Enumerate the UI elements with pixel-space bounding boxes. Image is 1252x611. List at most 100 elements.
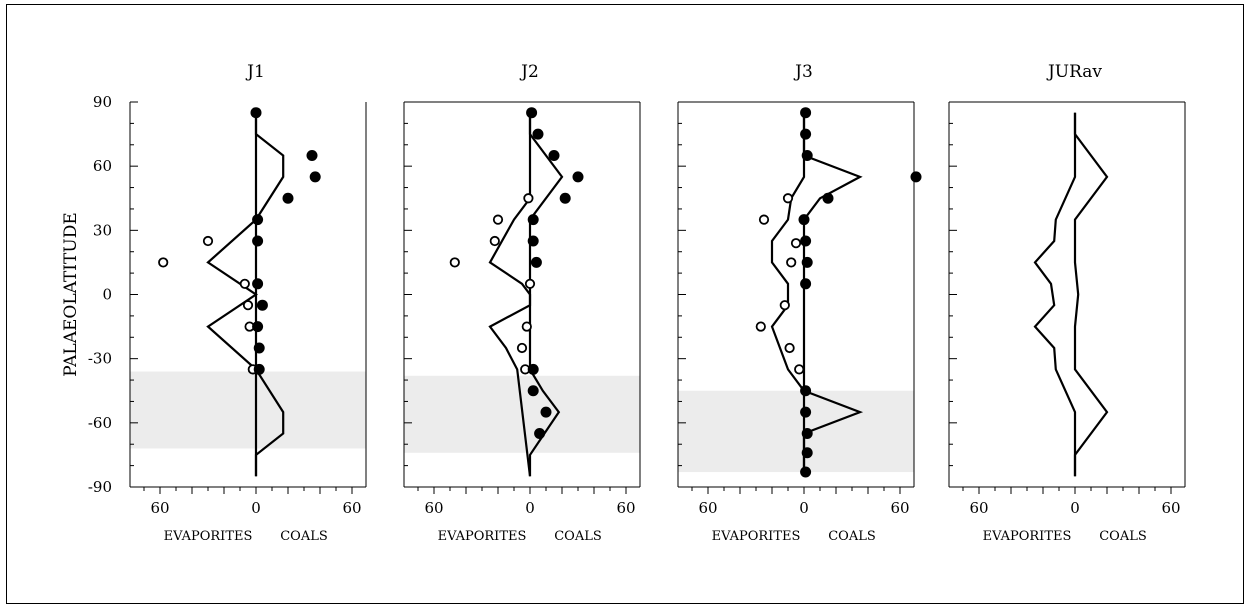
panel-title: J2	[519, 62, 539, 82]
evaporites-caption: EVAPORITES	[983, 529, 1072, 544]
coal-point	[800, 107, 812, 119]
coals-caption: COALS	[1099, 529, 1147, 544]
coal-point	[253, 342, 265, 354]
coal-point	[800, 235, 812, 247]
coal-point	[801, 428, 813, 440]
evaporite-point	[524, 278, 536, 289]
x-tick-label: 60	[698, 499, 717, 517]
panel-j1: 60 0 60 EVAPORITES COALS J1	[129, 62, 367, 544]
coal-point	[306, 149, 318, 161]
x-tick-label: 60	[969, 499, 988, 517]
x-tick-label: 60	[424, 499, 443, 517]
coal-point	[527, 214, 539, 226]
coal-point	[801, 149, 813, 161]
evaporite-point	[489, 235, 500, 247]
panel-j2: 60 0 60 EVAPORITES COALS J2	[403, 62, 641, 544]
coal-point	[800, 128, 812, 140]
evaporite-curve	[1033, 112, 1077, 477]
x-tick-label: 0	[799, 499, 809, 517]
evaporite-point	[449, 257, 460, 268]
coal-point	[252, 321, 264, 333]
coals-caption: COALS	[828, 529, 876, 544]
y-tick-label: -30	[88, 350, 112, 368]
coal-point	[822, 192, 834, 204]
evaporite-point	[523, 193, 534, 204]
evaporite-point	[790, 238, 802, 249]
evaporite-point	[242, 300, 254, 311]
x-tick-label: 60	[150, 499, 169, 517]
coal-point	[540, 406, 552, 418]
evaporite-point	[758, 214, 770, 225]
coal-point	[527, 363, 539, 375]
y-axis-label: PALAEOLATITUDE	[61, 212, 81, 376]
x-tick-label: 0	[251, 499, 261, 517]
shaded-band	[130, 371, 366, 449]
panel-title: J1	[245, 62, 265, 82]
coal-point	[527, 385, 539, 397]
evaporite-point	[794, 364, 805, 375]
x-tick-label: 0	[525, 499, 535, 517]
evaporite-point	[202, 235, 214, 247]
coal-curve	[528, 112, 564, 477]
evaporite-point	[786, 257, 797, 268]
coal-point	[572, 171, 584, 183]
evaporites-caption: EVAPORITES	[438, 529, 527, 544]
coal-point	[800, 385, 812, 397]
coals-caption: COALS	[280, 529, 328, 544]
evaporite-point	[755, 321, 766, 332]
evaporite-point	[784, 342, 795, 354]
coal-curve	[802, 112, 864, 477]
evaporites-caption: EVAPORITES	[164, 529, 253, 544]
coal-point	[559, 192, 571, 204]
shaded-band	[678, 390, 914, 473]
coal-point	[800, 466, 812, 478]
y-tick-label: 0	[102, 286, 112, 304]
evaporite-point	[239, 278, 250, 289]
coal-point	[532, 128, 544, 140]
coal-point	[800, 406, 812, 418]
coal-point	[530, 256, 542, 268]
coal-point	[534, 428, 546, 440]
evaporite-point	[521, 321, 532, 332]
x-tick-label: 60	[342, 499, 361, 517]
evaporites-caption: EVAPORITES	[712, 529, 801, 544]
evaporite-point	[158, 257, 169, 268]
coal-point	[910, 171, 922, 183]
panel-title: J3	[793, 62, 813, 82]
coal-point	[801, 256, 813, 268]
coal-point	[548, 149, 560, 161]
coal-point	[252, 214, 264, 226]
coal-point	[253, 363, 265, 375]
x-tick-label: 60	[1161, 499, 1180, 517]
coal-point	[527, 235, 539, 247]
y-tick-label: -60	[88, 414, 112, 432]
panel-j3: 60 0 60 EVAPORITES COALS J3	[677, 62, 922, 544]
coal-point	[800, 278, 812, 290]
y-tick-label: 90	[93, 93, 112, 111]
figure-frame	[6, 4, 1244, 604]
evaporite-point	[779, 300, 790, 311]
coal-point	[801, 447, 813, 459]
coal-point	[252, 278, 264, 290]
coal-point	[798, 214, 810, 226]
y-tick-label: 30	[93, 221, 112, 239]
coal-point	[250, 107, 262, 119]
x-tick-label: 60	[890, 499, 909, 517]
x-tick-label: 60	[616, 499, 635, 517]
coal-point	[309, 171, 321, 183]
evaporite-point	[782, 193, 794, 204]
coal-point	[256, 299, 268, 311]
coal-point	[252, 235, 264, 247]
panel-jurav: 60 0 60 EVAPORITES COALS JURav	[948, 62, 1186, 544]
coal-point	[526, 107, 538, 119]
y-tick-label: 60	[93, 157, 112, 175]
evaporite-point	[492, 214, 504, 225]
coal-point	[282, 192, 294, 204]
evaporite-point	[516, 342, 528, 354]
coals-caption: COALS	[554, 529, 602, 544]
x-tick-label: 0	[1070, 499, 1080, 517]
panel-title: JURav	[1046, 62, 1102, 82]
coal-curve	[254, 112, 285, 477]
coal-curve	[1073, 112, 1109, 477]
